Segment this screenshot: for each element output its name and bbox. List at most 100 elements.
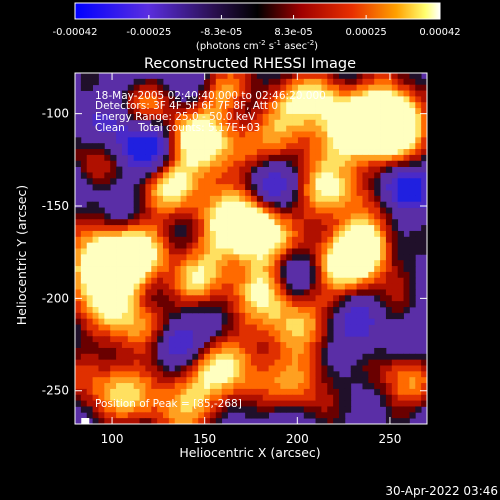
heatmap-cell [391, 230, 399, 238]
heatmap-cell [297, 406, 305, 413]
heatmap-cell [297, 143, 305, 150]
heatmap-cell [280, 154, 287, 162]
heatmap-cell [274, 213, 281, 220]
heatmap-cell [344, 230, 352, 238]
heatmap-cell [315, 102, 322, 109]
heatmap-cell [292, 125, 299, 132]
heatmap-cell [309, 330, 316, 337]
heatmap-cell [274, 400, 281, 407]
heatmap-cell [368, 277, 375, 284]
heatmap-cell [186, 418, 193, 425]
heatmap-cell [262, 242, 269, 249]
heatmap-cell [309, 166, 316, 173]
heatmap-cell [92, 289, 99, 296]
heatmap-cell [333, 172, 340, 179]
heatmap-cell [245, 172, 252, 179]
heatmap-cell [292, 230, 299, 238]
heatmap-cell [409, 149, 416, 156]
heatmap-cell [233, 84, 240, 91]
heatmap-cell [262, 73, 269, 80]
heatmap-cell [192, 307, 199, 314]
heatmap-cell [368, 102, 375, 109]
heatmap-cell [251, 149, 258, 156]
heatmap-cell [121, 242, 129, 249]
heatmap-cell [92, 207, 99, 214]
heatmap-cell [327, 330, 334, 337]
heatmap-cell [321, 336, 328, 343]
heatmap-cell [397, 154, 404, 162]
heatmap-cell [339, 190, 346, 197]
heatmap-cell [133, 271, 140, 279]
heatmap-cell [168, 131, 176, 138]
heatmap-cell [215, 383, 223, 390]
heatmap-cell [391, 394, 399, 401]
heatmap-cell [356, 371, 363, 378]
heatmap-cell [309, 242, 316, 249]
heatmap-cell [221, 289, 228, 296]
heatmap-cell [227, 213, 234, 220]
heatmap-cell [245, 347, 252, 355]
heatmap-cell [380, 225, 387, 232]
heatmap-cell [356, 318, 363, 325]
heatmap-cell [385, 254, 393, 261]
heatmap-cell [303, 371, 311, 378]
heatmap-cell [385, 154, 393, 162]
heatmap-cell [403, 236, 410, 244]
heatmap-cell [286, 236, 293, 244]
heatmap-cell [315, 236, 322, 244]
heatmap-cell [186, 154, 193, 162]
heatmap-cell [292, 160, 299, 167]
heatmap-cell [256, 119, 264, 127]
heatmap-cell [245, 90, 252, 97]
heatmap-cell [262, 149, 269, 156]
heatmap-cell [368, 160, 375, 167]
heatmap-cell [256, 236, 264, 244]
heatmap-cell [221, 295, 228, 302]
heatmap-cell [133, 190, 140, 197]
heatmap-cell [333, 236, 340, 244]
heatmap-cell [139, 330, 146, 337]
heatmap-cell [385, 242, 393, 249]
heatmap-cell [315, 330, 322, 337]
heatmap-cell [245, 324, 252, 331]
heatmap-cell [421, 131, 428, 138]
heatmap-cell [280, 119, 287, 127]
heatmap-cell [215, 365, 223, 372]
heatmap-cell [121, 365, 129, 372]
heatmap-cell [256, 394, 264, 401]
heatmap-cell [315, 154, 322, 162]
heatmap-cell [350, 213, 357, 220]
heatmap-cell [315, 213, 322, 220]
heatmap-cell [157, 283, 164, 290]
heatmap-cell [86, 78, 93, 86]
heatmap-cell [303, 201, 311, 208]
heatmap-cell [245, 160, 252, 167]
heatmap-cell [209, 266, 217, 273]
heatmap-cell [98, 207, 105, 214]
heatmap-cell [221, 149, 228, 156]
heatmap-cell [80, 149, 88, 156]
heatmap-cell [215, 190, 223, 197]
heatmap-cell [151, 336, 158, 343]
heatmap-cell [227, 113, 234, 121]
heatmap-cell [362, 73, 369, 80]
heatmap-cell [209, 131, 217, 138]
heatmap-cell [292, 301, 299, 308]
heatmap-cell [110, 365, 117, 372]
heatmap-cell [80, 78, 88, 86]
heatmap-cell [251, 225, 258, 232]
heatmap-cell [209, 201, 217, 208]
heatmap-cell [303, 377, 311, 384]
heatmap-cell [104, 336, 111, 343]
heatmap-cell [380, 242, 387, 249]
heatmap-cell [163, 271, 170, 279]
heatmap-cell [245, 96, 252, 103]
heatmap-cell [303, 307, 311, 314]
heatmap-cell [303, 394, 311, 401]
heatmap-cell [116, 377, 123, 384]
heatmap-cell [121, 289, 129, 296]
heatmap-cell [133, 330, 140, 337]
heatmap-cell [98, 260, 105, 267]
heatmap-cell [204, 289, 211, 296]
heatmap-cell [192, 377, 199, 384]
